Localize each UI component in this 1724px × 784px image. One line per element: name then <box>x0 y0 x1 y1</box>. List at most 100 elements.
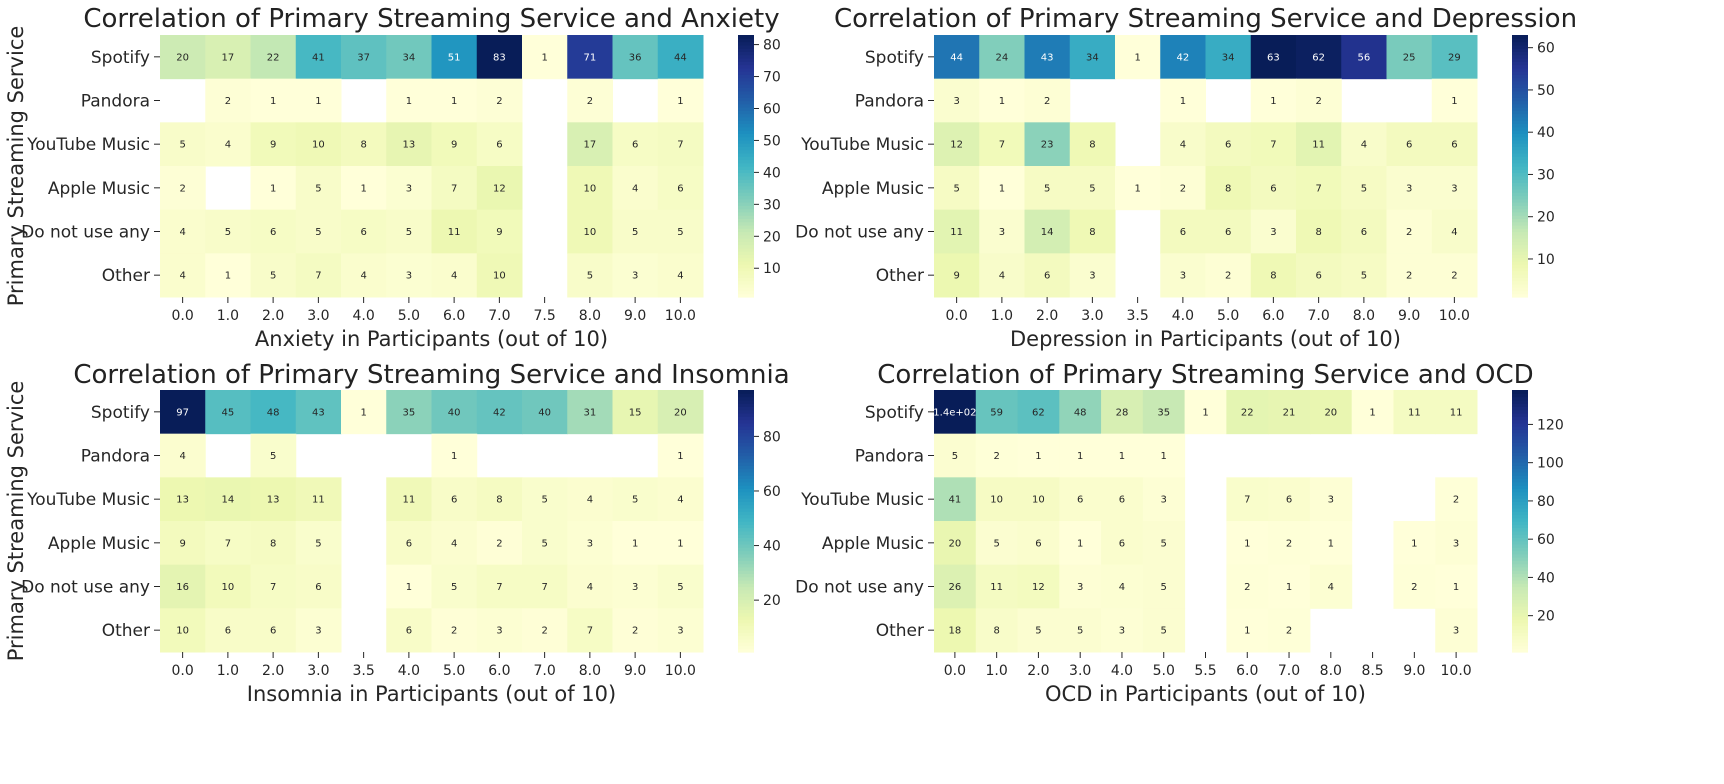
heatmap-cell <box>160 390 206 435</box>
cell-value-label: 3 <box>1161 495 1167 506</box>
heatmap-cell <box>567 35 613 80</box>
heatmap-cell <box>1069 35 1116 80</box>
colorbar-segment <box>738 264 754 269</box>
x-tick-label: 7.5 <box>533 308 555 324</box>
heatmap-cell <box>341 209 387 254</box>
heatmap-cell <box>250 564 297 609</box>
heatmap-cell <box>1431 122 1478 167</box>
y-tick-label: Spotify <box>865 403 924 423</box>
colorbar-segment <box>738 409 754 414</box>
colorbar-segment <box>738 175 754 180</box>
colorbar-segment <box>738 133 754 138</box>
x-tick-label: 6.0 <box>1262 308 1284 324</box>
cell-value-label: 6 <box>1044 271 1050 282</box>
heatmap-cell <box>476 166 523 211</box>
heatmap-cell <box>1226 564 1269 609</box>
colorbar-segment <box>1512 550 1528 555</box>
cell-value-label: 2 <box>1406 227 1412 238</box>
x-tick-label: 5.0 <box>1217 308 1239 324</box>
heatmap-cell <box>295 78 342 123</box>
cell-value-label: 7 <box>451 183 457 194</box>
x-tick-label: 3.0 <box>1069 663 1091 679</box>
heatmap-cell <box>657 521 704 566</box>
colorbar-segment <box>1512 103 1528 108</box>
chart-title: Correlation of Primary Streaming Service… <box>83 4 779 34</box>
colorbar-segment <box>1512 511 1528 516</box>
cell-value-label: 4 <box>632 183 638 194</box>
cell-value-label: 2 <box>587 96 593 107</box>
colorbar-segment <box>1512 543 1528 548</box>
x-tick-label: 5.0 <box>398 308 420 324</box>
heatmap-cell <box>1017 477 1060 522</box>
x-tick-label: 1.0 <box>217 663 239 679</box>
cell-value-label: 5 <box>1161 538 1167 549</box>
heatmap-cell <box>1296 35 1342 80</box>
cell-value-label: 2 <box>1451 271 1457 282</box>
colorbar-segment <box>738 442 754 447</box>
colorbar-segment <box>1512 64 1528 69</box>
heatmap-cell <box>295 253 342 298</box>
heatmap-cell <box>431 433 478 478</box>
cell-value-label: 5 <box>225 227 231 238</box>
cell-value-label: 1 <box>1180 96 1186 107</box>
colorbar-segment <box>1512 215 1528 219</box>
colorbar-segment <box>738 511 754 516</box>
cell-value-label: 9 <box>496 227 502 238</box>
heatmap-cell <box>386 390 432 435</box>
colorbar-segment <box>1512 432 1528 437</box>
colorbar-segment <box>738 602 754 607</box>
heatmap-cell <box>431 209 478 254</box>
cell-value-label: 44 <box>674 52 687 63</box>
x-tick-label: 2.0 <box>262 663 284 679</box>
colorbar-segment <box>738 645 754 650</box>
cell-value-label: 6 <box>1225 227 1231 238</box>
cell-value-label: 6 <box>1225 140 1231 151</box>
cell-value-label: 5 <box>541 538 547 549</box>
cell-value-label: 83 <box>493 52 506 63</box>
cell-value-label: 36 <box>629 52 642 63</box>
cell-value-label: 5 <box>677 582 683 593</box>
heatmap-cell <box>975 564 1019 609</box>
colorbar-segment <box>738 550 754 555</box>
heatmap-cell <box>1059 433 1102 478</box>
heatmap-cell <box>250 253 297 298</box>
colorbar-segment <box>738 80 754 85</box>
cell-value-label: 2 <box>1180 183 1186 194</box>
cell-value-label: 3 <box>1077 582 1083 593</box>
colorbar-segment <box>738 35 754 39</box>
heatmap-cell <box>934 166 980 211</box>
colorbar-segment <box>738 293 754 298</box>
cell-value-label: 18 <box>949 626 962 637</box>
colorbar-segment <box>738 458 754 463</box>
heatmap-cell <box>1226 608 1269 653</box>
colorbar-segment <box>738 514 754 519</box>
colorbar-segment <box>738 648 754 653</box>
cell-value-label: 1.4e+02 <box>933 407 976 418</box>
heatmap-cell <box>476 521 523 566</box>
heatmap-cell <box>1115 166 1161 211</box>
heatmap-cell <box>612 122 659 167</box>
heatmap-cell <box>1017 564 1060 609</box>
cell-value-label: 6 <box>1451 140 1457 151</box>
colorbar-segment <box>738 126 754 131</box>
heatmap-cell <box>979 209 1025 254</box>
cell-value-label: 42 <box>493 407 506 418</box>
colorbar-segment <box>738 64 754 69</box>
heatmap-cell <box>160 564 206 609</box>
heatmap-cell <box>1226 477 1269 522</box>
colorbar-segment <box>1512 406 1528 411</box>
heatmap-cell <box>1431 78 1478 123</box>
heatmap-cell <box>1250 78 1297 123</box>
colorbar-segment <box>738 521 754 525</box>
cell-value-label: 5 <box>406 227 412 238</box>
heatmap-cell <box>1296 166 1342 211</box>
cell-value-label: 6 <box>1406 140 1412 151</box>
cell-value-label: 1 <box>1035 451 1041 462</box>
colorbar-segment <box>738 619 754 624</box>
y-tick-label: Pandora <box>81 92 150 112</box>
heatmap-cell <box>1268 564 1311 609</box>
heatmap-cell <box>522 608 568 653</box>
heatmap-cell <box>476 608 523 653</box>
x-tick-label: 7.0 <box>533 663 555 679</box>
colorbar-segment <box>1512 629 1528 633</box>
